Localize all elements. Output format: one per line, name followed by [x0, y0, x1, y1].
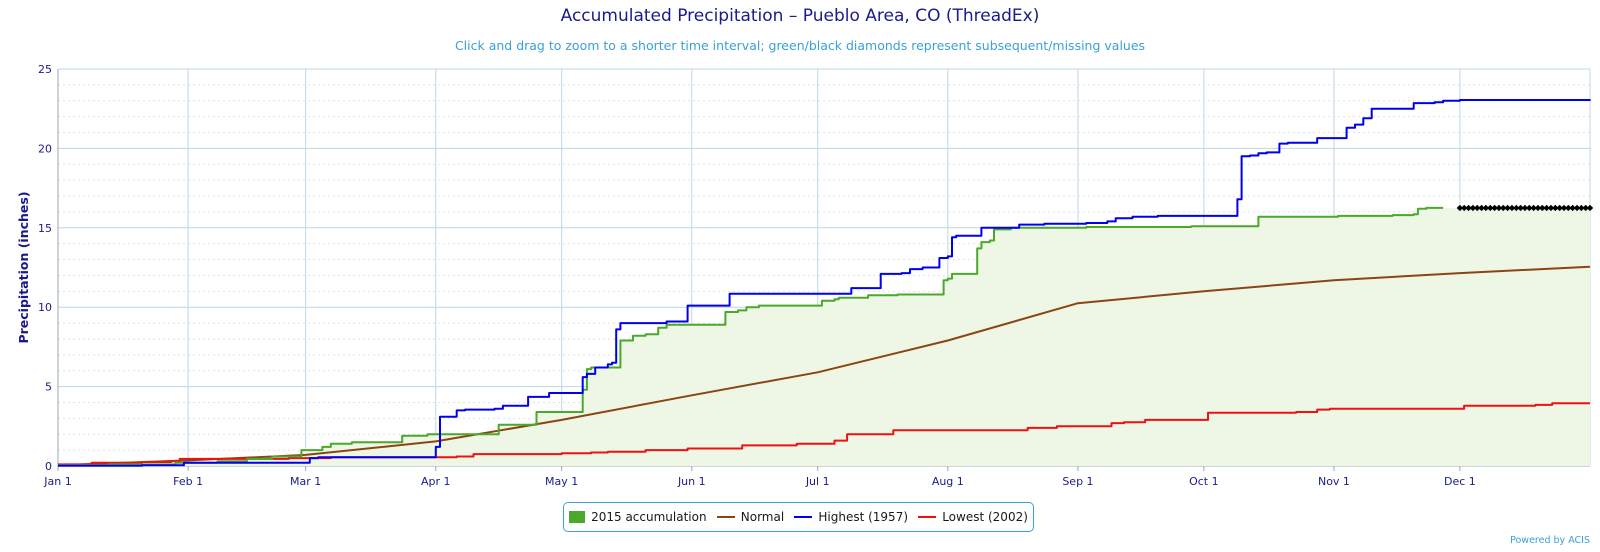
missing-value-marker	[1578, 204, 1585, 212]
legend-label-highest: Highest (1957)	[818, 510, 909, 524]
missing-value-marker	[1469, 204, 1477, 212]
x-tick-label: Jul 1	[805, 475, 830, 488]
x-tick-label: Sep 1	[1062, 475, 1093, 488]
chart-subtitle: Click and drag to zoom to a shorter time…	[454, 38, 1146, 53]
missing-value-marker	[1504, 204, 1511, 212]
missing-value-marker	[1517, 204, 1524, 212]
legend-item-highest[interactable]: Highest (1957)	[794, 510, 908, 524]
missing-value-marker	[1569, 204, 1576, 212]
x-tick-label: Mar 1	[290, 475, 321, 488]
missing-value-marker	[1556, 204, 1563, 212]
y-axis-title: Precipitation (inches)	[16, 191, 31, 343]
precipitation-chart[interactable]: 0 5 10 15 20 25 Jan 1 Feb 1 Mar 1 Apr 1 May 1 Jun 1…	[0, 0, 1600, 500]
missing-value-marker	[1539, 204, 1546, 212]
missing-value-marker	[1487, 204, 1494, 212]
series-normal-line	[57, 265, 1591, 467]
missing-value-marker	[1560, 204, 1568, 212]
missing-value-marker	[1474, 204, 1481, 212]
y-tick-label: 20	[38, 142, 52, 155]
missing-value-marker	[1491, 204, 1498, 212]
missing-value-marker	[1586, 204, 1594, 212]
missing-value-marker	[1582, 204, 1589, 212]
missing-value-marker	[1573, 204, 1581, 212]
series-2015-line	[58, 206, 1444, 467]
missing-value-marker	[1513, 204, 1520, 212]
x-tick-label: Apr 1	[421, 475, 451, 488]
missing-value-marker	[1534, 204, 1542, 212]
missing-value-marker	[1521, 204, 1529, 212]
legend-item-lowest[interactable]: Lowest (2002)	[918, 510, 1028, 524]
y-tick-label: 15	[38, 222, 52, 235]
missing-value-marker	[1478, 204, 1485, 212]
missing-value-marker	[1508, 204, 1516, 212]
x-tick-label: Feb 1	[173, 475, 203, 488]
legend-label-lowest: Lowest (2002)	[942, 510, 1028, 524]
missing-value-marker	[1482, 204, 1490, 212]
x-tick-label: Dec 1	[1444, 475, 1476, 488]
chart-title: Accumulated Precipitation – Pueblo Area,…	[560, 6, 1040, 26]
y-tick-label: 10	[38, 301, 52, 314]
legend-swatch-2015	[569, 511, 586, 523]
series-highest-line	[58, 99, 1591, 467]
legend-item-normal[interactable]: Normal	[716, 510, 785, 524]
x-tick-label: Oct 1	[1189, 475, 1219, 488]
missing-value-marker	[1530, 204, 1537, 212]
missing-value-marker	[1461, 204, 1468, 212]
legend-swatch-normal	[716, 516, 735, 518]
credit-link[interactable]: Powered by ACIS	[1510, 535, 1590, 546]
missing-value-marker	[1500, 204, 1507, 212]
legend-swatch-highest	[794, 516, 813, 518]
legend-item-2015[interactable]: 2015 accumulation	[569, 510, 707, 524]
x-tick-label: May 1	[545, 475, 578, 488]
missing-value-marker	[1495, 204, 1503, 212]
y-tick-label: 5	[45, 381, 52, 394]
x-tick-label: Nov 1	[1318, 475, 1350, 488]
missing-value-marker	[1547, 204, 1555, 212]
missing-value-marker	[1565, 204, 1572, 212]
x-tick-label: Jan 1	[43, 475, 71, 488]
y-tick-label: 0	[45, 460, 52, 473]
series-2015-area	[58, 207, 1590, 466]
legend: 2015 accumulation Normal Highest (1957) …	[563, 502, 1034, 532]
legend-label-2015: 2015 accumulation	[591, 510, 707, 524]
x-tick-label: Aug 1	[932, 475, 964, 488]
missing-value-marker	[1465, 204, 1472, 212]
missing-value-marker	[1552, 204, 1559, 212]
legend-swatch-lowest	[918, 516, 937, 518]
y-tick-label: 25	[38, 63, 52, 76]
missing-value-marker	[1456, 204, 1464, 212]
missing-value-marker	[1543, 204, 1550, 212]
missing-value-marker	[1526, 204, 1533, 212]
legend-label-normal: Normal	[740, 510, 785, 524]
x-tick-label: Jun 1	[677, 475, 706, 488]
